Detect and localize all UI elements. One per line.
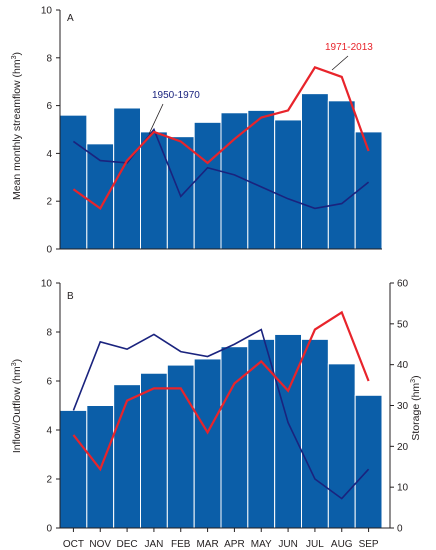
panel-b-right-y-axis-label: Storage (hm3) (410, 375, 422, 440)
b-y-tick-label: 10 (41, 279, 53, 290)
b-y-tick-label: 2 (46, 475, 52, 486)
b-x-tick-label-jan: JAN (144, 539, 163, 550)
panel-a-y-axis-label-close: ) (11, 52, 23, 56)
panel-b-right-y-ticks: 0 10 20 30 40 50 60 (390, 279, 409, 535)
annotation-1971-2013-leader (331, 55, 349, 71)
a-y-tick-label: 0 (46, 245, 52, 256)
b-x-tick-label-jun: JUN (278, 539, 297, 550)
panel-b: 0 2 4 6 8 10 0 10 20 30 40 50 60 OCT NOV DEC JAN FEB MAR… (11, 279, 422, 550)
b-x-tick-label-apr: APR (224, 539, 245, 550)
panel-b-bars (59, 333, 383, 529)
a-y-tick-label: 4 (46, 149, 52, 160)
a-bar-mar (193, 121, 222, 250)
b-y-tick-label: 8 (46, 328, 52, 339)
a-line-1950-1970 (72, 127, 370, 210)
annotation-1971-2013: 1971-2013 (325, 42, 373, 53)
panel-a-lines (72, 66, 370, 210)
panel-b-y-axis-label-close: ) (11, 359, 23, 363)
a-y-tick-label: 6 (46, 101, 52, 112)
a-bar-may (247, 109, 276, 250)
annotation-1950-1970-leader (148, 103, 164, 135)
a-y-tick-label: 10 (41, 6, 53, 17)
panel-a-y-ticks: 0 2 4 6 8 10 (41, 6, 60, 256)
panel-b-y-axis-label-main: Inflow/Outflow (hm (11, 366, 23, 453)
b-x-tick-label-sep: SEP (359, 539, 379, 550)
b-right-y-tick-label: 10 (397, 483, 409, 494)
a-bar-oct (59, 114, 88, 250)
b-y-tick-label: 4 (46, 426, 52, 437)
b-bar-may (247, 338, 276, 529)
a-line-1971-2013 (72, 66, 370, 210)
b-x-tick-label-dec: DEC (117, 539, 138, 550)
b-x-tick-label-aug: AUG (331, 539, 353, 550)
b-right-y-tick-label: 20 (397, 442, 409, 453)
a-bar-jan (140, 131, 168, 250)
a-bar-aug (327, 100, 356, 250)
b-x-tick-label-feb: FEB (171, 539, 191, 550)
a-y-tick-label: 8 (46, 53, 52, 64)
b-bar-aug (327, 363, 356, 529)
b-bar-oct (59, 409, 88, 529)
panel-a-bars (59, 93, 383, 250)
panel-b-right-y-axis-label-close: ) (410, 375, 422, 379)
b-x-tick-label-oct: OCT (63, 539, 84, 550)
b-x-tick-label-nov: NOV (89, 539, 111, 550)
panel-a-axes (59, 10, 382, 250)
panel-a-y-axis-label: Mean monthly streamflow (hm3) (11, 52, 23, 200)
panel-a-y-axis-label-exponent: 3 (11, 55, 18, 59)
b-bar-jul (301, 338, 329, 529)
panel-b-y-axis-label-exponent: 3 (11, 362, 18, 366)
panel-b-letter: B (67, 291, 74, 302)
panel-b-lines (72, 310, 370, 500)
panel-b-y-axis-label: Inflow/Outflow (hm3) (11, 359, 23, 453)
b-line-series-2 (72, 310, 370, 472)
panel-a-letter: A (67, 13, 74, 24)
b-right-y-tick-label: 0 (397, 524, 403, 535)
panel-b-y-ticks: 0 2 4 6 8 10 (41, 279, 60, 535)
b-right-y-tick-label: 30 (397, 401, 409, 412)
panel-b-x-ticks: OCT NOV DEC JAN FEB MAR APR MAY JUN JUL AUG SEP (63, 528, 379, 550)
b-line-series-1 (72, 328, 370, 500)
panel-b-right-y-axis-label-exponent: 3 (410, 379, 417, 383)
b-bar-mar (193, 358, 222, 529)
b-right-y-tick-label: 50 (397, 319, 409, 330)
a-bar-sep (354, 131, 383, 250)
panel-b-right-y-axis-label-main: Storage (hm (410, 383, 422, 441)
panel-a-y-axis-label-main: Mean monthly streamflow (hm (11, 59, 23, 200)
a-bar-jun (274, 119, 303, 250)
b-right-y-tick-label: 40 (397, 360, 409, 371)
b-x-tick-label-mar: MAR (196, 539, 218, 550)
b-right-y-tick-label: 60 (397, 279, 409, 290)
a-bar-feb (166, 136, 195, 250)
b-y-tick-label: 0 (46, 524, 52, 535)
b-y-tick-label: 6 (46, 377, 52, 388)
b-x-tick-label-may: MAY (251, 539, 272, 550)
b-bar-apr (220, 346, 249, 529)
b-bar-jan (140, 372, 168, 529)
a-bar-apr (220, 112, 249, 250)
a-bar-jul (301, 93, 329, 250)
a-y-tick-label: 2 (46, 197, 52, 208)
b-bar-sep (354, 394, 383, 529)
b-x-tick-label-jul: JUL (306, 539, 324, 550)
annotation-1950-1970: 1950-1970 (152, 90, 200, 101)
b-bar-jun (274, 333, 303, 529)
b-bar-dec (113, 384, 141, 529)
